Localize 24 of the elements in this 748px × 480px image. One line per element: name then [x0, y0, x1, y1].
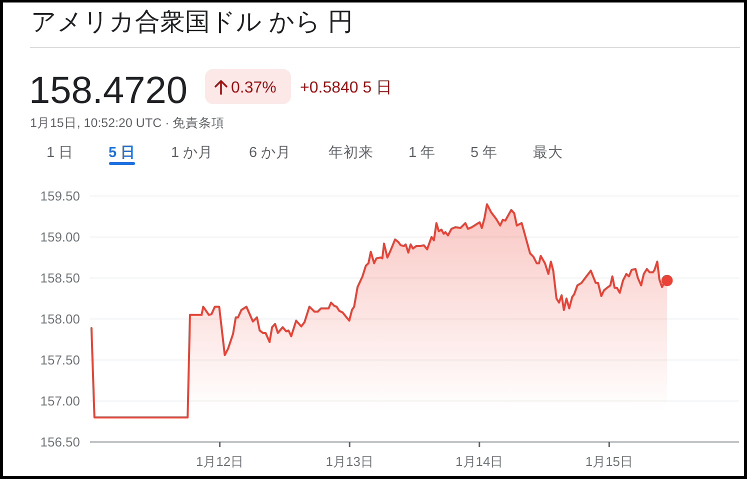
x-tick-label: 1月13日 — [326, 454, 374, 469]
y-tick-label: 156.50 — [40, 434, 80, 450]
y-tick-label: 158.50 — [40, 270, 80, 286]
text: 最大 — [533, 144, 563, 161]
y-tick-label: 159.00 — [40, 230, 80, 244]
x-tick-label: 1月14日 — [456, 454, 504, 469]
text: 5 日 — [108, 145, 136, 161]
text: 158.4720 — [29, 70, 188, 112]
y-tick-label: 157.50 — [40, 352, 80, 368]
y-tick-label: 158.00 — [40, 312, 80, 326]
text: 0.37% — [231, 80, 276, 96]
y-tick-label: 157.00 — [40, 394, 80, 408]
x-tick-label: 1月12日 — [196, 454, 244, 469]
y-tick-label: 159.50 — [40, 188, 80, 204]
text: 1 日 — [46, 145, 74, 161]
text: 6 か月 — [248, 145, 292, 161]
text: 年初来 — [328, 144, 374, 161]
text: 1 年 — [408, 144, 436, 161]
text: 1 か月 — [170, 145, 214, 161]
text: 1月15日, 10:52:20 UTC · 免責条項 — [30, 116, 225, 130]
text: +0.5840 5 日 — [300, 80, 392, 96]
text: 5 年 — [470, 144, 498, 161]
chart-title: アメリカ合衆国ドル から 円 — [31, 8, 353, 36]
x-tick-label: 1月15日 — [585, 454, 634, 469]
